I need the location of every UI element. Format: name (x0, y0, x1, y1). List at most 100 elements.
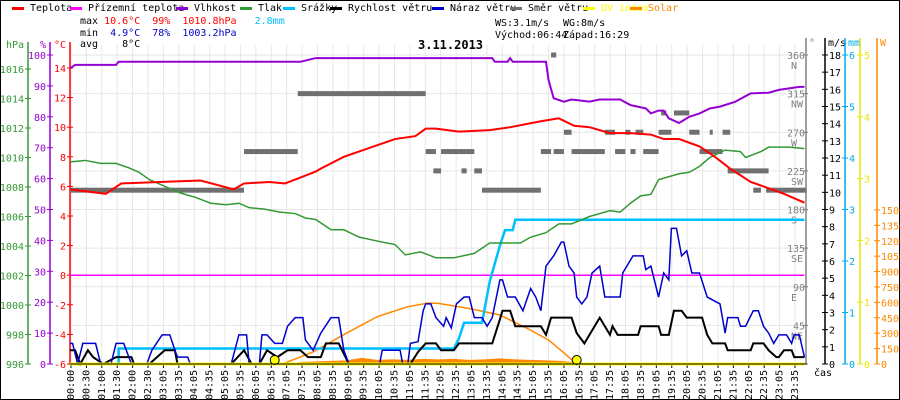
pressure-tick-label: 1010 (0, 154, 24, 165)
legend-swatch (510, 7, 522, 10)
x-tick-label: 03:05 (158, 370, 169, 400)
uv-tick-label: 1 (864, 298, 870, 309)
x-tick-label: 20:05 (682, 370, 693, 400)
x-tick-label: 23:05 (775, 370, 786, 400)
wind-direction-segment (297, 91, 426, 97)
direction-tick-label: 180 (787, 206, 805, 217)
x-tick-label: 22:05 (744, 370, 755, 400)
x-tick-label: 04:05 (189, 370, 200, 400)
solar-tick-label: 1350 (881, 221, 900, 232)
x-tick-label: 09:35 (359, 370, 370, 400)
solar-tick-label: 750 (881, 283, 899, 294)
stats-sunset: Západ:16:29 (563, 30, 630, 41)
wind-direction-segment (635, 129, 644, 135)
stats-max-temp: 10.6°C (104, 16, 141, 27)
x-tick-label: 21:05 (713, 370, 724, 400)
wind-direction-segment (474, 168, 483, 174)
direction-compass-label: SW (791, 177, 804, 188)
stats-max-row: max 10.6°C 99% 1010.8hPa 2.8mm (80, 16, 285, 27)
direction-unit-label: ° (809, 38, 815, 49)
legend-label: Vlhkost (194, 3, 237, 14)
x-axis-label: čas (814, 368, 833, 379)
legend-item: Tlak (240, 3, 282, 14)
solar-tick-label: 1500 (881, 206, 900, 217)
x-tick-label: 16:05 (559, 370, 570, 400)
x-tick-label: 05:35 (235, 370, 246, 400)
wind-tick-label: 14 (829, 120, 841, 131)
stats-min-press: 1003.2hPa (182, 28, 237, 39)
pressure-tick-label: 1004 (0, 242, 24, 253)
legend-item: Srážky (283, 3, 337, 14)
x-tick-label: 00:00 (66, 370, 77, 400)
temperature-tick-label: -6 (54, 360, 66, 371)
x-tick-label: 14:05 (497, 370, 508, 400)
legend-item: Směr větru (510, 3, 588, 14)
humidity-tick-label: 70 (34, 144, 46, 155)
wind-tick-label: 13 (829, 137, 841, 148)
series-teplota-line (69, 117, 805, 204)
legend-item: Teplota (12, 3, 72, 14)
legend-item: Rychlost větru (330, 3, 432, 14)
direction-tick-label: 225 (787, 167, 805, 178)
legend-label: Náraz větru (450, 3, 517, 14)
uv-sun-marker (269, 355, 280, 365)
humidity-tick-label: 40 (34, 236, 46, 247)
rain-tick-label: 5 (849, 103, 855, 114)
wind-direction-segment (70, 187, 245, 193)
x-tick-label: 05:05 (220, 370, 231, 400)
stats-avg-row: avg 8°C (80, 39, 140, 50)
pressure-tick-label: 998 (6, 331, 24, 342)
legend-swatch (432, 7, 444, 10)
x-tick-label: 18:05 (621, 370, 632, 400)
legend-swatch (583, 7, 595, 10)
wind-tick-label: 3 (829, 309, 835, 320)
x-tick-label: 01:30 (112, 370, 123, 400)
solar-tick-label: 150 (881, 345, 899, 356)
legend-item: Náraz větru (432, 3, 516, 14)
stats-avg-temp: 8°C (122, 39, 141, 50)
stats-sunrise: Východ:06:44 (495, 30, 568, 41)
legend-label: Teplota (30, 3, 73, 14)
wind-direction-segment (709, 129, 713, 135)
pressure-tick-label: 1006 (0, 213, 24, 224)
direction-compass-label: SE (791, 254, 803, 265)
x-tick-label: 08:05 (312, 370, 323, 400)
x-tick-label: 18:35 (636, 370, 647, 400)
wind-direction-segment (658, 129, 672, 135)
temperature-tick-label: 4 (60, 212, 66, 223)
legend-item: Přízemní teplota (70, 3, 184, 14)
x-tick-label: 10:05 (374, 370, 385, 400)
wind-tick-label: 6 (829, 257, 835, 268)
stats-max-press: 1010.8hPa (182, 16, 237, 27)
temperature-tick-label: 8 (60, 153, 66, 164)
wind-tick-label: 15 (829, 103, 841, 114)
wind-tick-label: 4 (829, 291, 835, 302)
wind-tick-label: 16 (829, 85, 841, 96)
wind-direction-segment (553, 149, 564, 155)
x-tick-label: 20:35 (698, 370, 709, 400)
x-tick-label: 04:35 (205, 370, 216, 400)
wind-direction-segment (571, 149, 605, 155)
pressure-tick-label: 1008 (0, 183, 24, 194)
wind-direction-segment (482, 187, 541, 193)
x-tick-label: 12:35 (451, 370, 462, 400)
stats-ws: WS:3.1m/s (495, 18, 550, 29)
stats-min-hum: 78% (152, 28, 171, 39)
direction-tick-label: 270 (787, 128, 805, 139)
rain-tick-label: 4 (849, 154, 855, 165)
uv-tick-label: 5 (864, 51, 870, 62)
wind-tick-label: 17 (829, 68, 841, 79)
x-tick-label: 10:35 (389, 370, 400, 400)
wind-tick-label: 12 (829, 154, 841, 165)
stats-max-hum: 99% (152, 16, 171, 27)
legend-label: Rychlost větru (348, 3, 433, 14)
x-tick-label: 06:35 (266, 370, 277, 400)
temperature-unit-label: °C (54, 40, 66, 51)
pressure-tick-label: 1014 (0, 95, 24, 106)
legend-label: Tlak (258, 3, 283, 14)
direction-tick-label: 45 (793, 321, 805, 332)
stats-min-row: min 4.9°C 78% 1003.2hPa (80, 28, 237, 39)
series-tlak-line (69, 146, 805, 259)
x-tick-label: 22:35 (759, 370, 770, 400)
